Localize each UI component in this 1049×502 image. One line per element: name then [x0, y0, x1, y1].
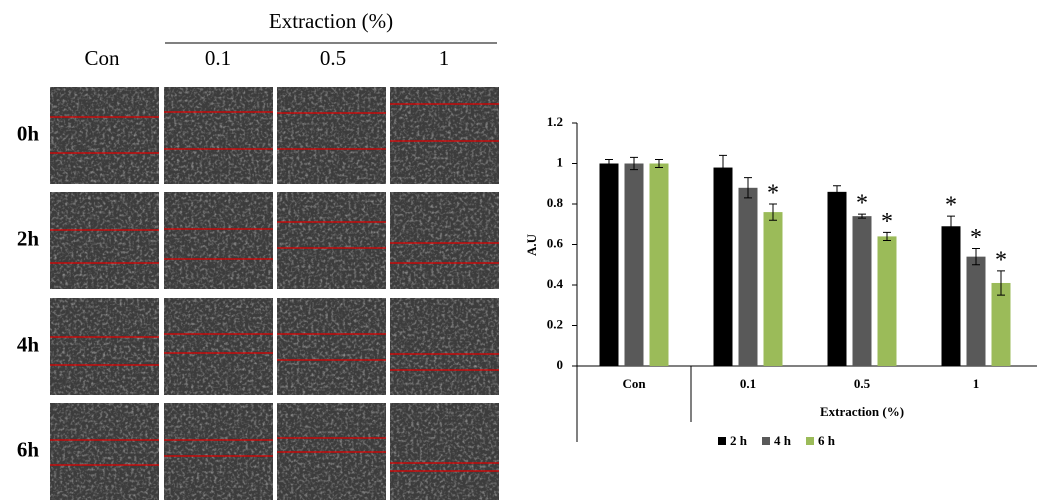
cell-texture: [390, 298, 499, 395]
error-bar: [630, 156, 638, 171]
error-bar: [719, 154, 727, 181]
bar: [624, 163, 644, 366]
y-axis-title: A.U: [524, 233, 539, 256]
x-tick-label: 1: [973, 376, 980, 391]
row-label: 2h: [17, 226, 40, 250]
panel-header: Extraction (%): [269, 9, 393, 33]
legend-swatch: [806, 437, 814, 445]
error-bar: [972, 248, 980, 266]
error-bar: [833, 185, 841, 199]
cell-texture: [50, 192, 159, 289]
cell-texture: [50, 87, 159, 184]
cell-texture: [50, 298, 159, 395]
bar: [649, 163, 669, 366]
error-bar: [655, 158, 663, 169]
y-tick-label: 0: [557, 357, 564, 372]
column-label: 0.5: [320, 46, 346, 70]
legend-swatch: [718, 437, 726, 445]
cell-texture: [50, 403, 159, 500]
row-label: 0h: [17, 121, 40, 145]
y-tick-label: 0.8: [547, 195, 564, 210]
cell-texture: [277, 192, 386, 289]
cell-texture: [277, 298, 386, 395]
bar: [941, 226, 961, 366]
error-bar: [947, 215, 955, 237]
legend-swatch: [762, 437, 770, 445]
column-label: 1: [439, 46, 450, 70]
legend-label: 4 h: [774, 433, 792, 448]
y-tick-label: 0.4: [547, 276, 564, 291]
row-label: 6h: [17, 437, 40, 461]
legend-label: 6 h: [818, 433, 836, 448]
column-label: 0.1: [205, 46, 231, 70]
bar: [827, 191, 847, 366]
bar: [738, 187, 758, 366]
x-axis-title: Extraction (%): [820, 404, 904, 419]
significance-mark: *: [856, 191, 868, 217]
cell-texture: [390, 192, 499, 289]
significance-mark: *: [995, 247, 1007, 273]
bar: [852, 216, 872, 366]
bar: [877, 236, 897, 366]
y-tick-label: 0.6: [547, 235, 564, 250]
cell-texture: [390, 403, 499, 500]
y-tick-label: 1: [557, 154, 564, 169]
error-bar: [883, 231, 891, 241]
column-label: Con: [84, 46, 120, 70]
x-tick-label: 0.5: [854, 376, 871, 391]
significance-mark: *: [881, 209, 893, 235]
legend-label: 2 h: [730, 433, 748, 448]
row-label: 4h: [17, 332, 40, 356]
error-bar: [997, 270, 1005, 296]
cell-texture: [164, 298, 273, 395]
cell-texture: [164, 192, 273, 289]
error-bar: [605, 158, 613, 169]
significance-mark: *: [970, 225, 982, 251]
error-bar: [858, 213, 866, 219]
x-tick-label: 0.1: [740, 376, 756, 391]
error-bar: [769, 203, 777, 221]
x-tick-label: Con: [622, 376, 646, 391]
bar: [966, 256, 986, 366]
bar: [763, 212, 783, 366]
cell-texture: [164, 87, 273, 184]
significance-mark: *: [945, 193, 957, 219]
cell-texture: [390, 87, 499, 184]
bar: [991, 282, 1011, 366]
image-grid: Con 0.1 0.5 1 0h 2h 4h 6h: [17, 46, 499, 500]
y-tick-label: 1.2: [547, 114, 563, 129]
cell-texture: [164, 403, 273, 500]
significance-mark: *: [767, 181, 779, 207]
bar: [599, 163, 619, 366]
bar-chart: 0 0.2 0.4 0.6 0.8 1 1.2 A.U Extraction (%) Con 0.1…: [524, 114, 1037, 448]
error-bar: [744, 177, 752, 199]
cell-texture: [277, 87, 386, 184]
y-tick-label: 0.2: [547, 316, 563, 331]
bar: [713, 167, 733, 366]
